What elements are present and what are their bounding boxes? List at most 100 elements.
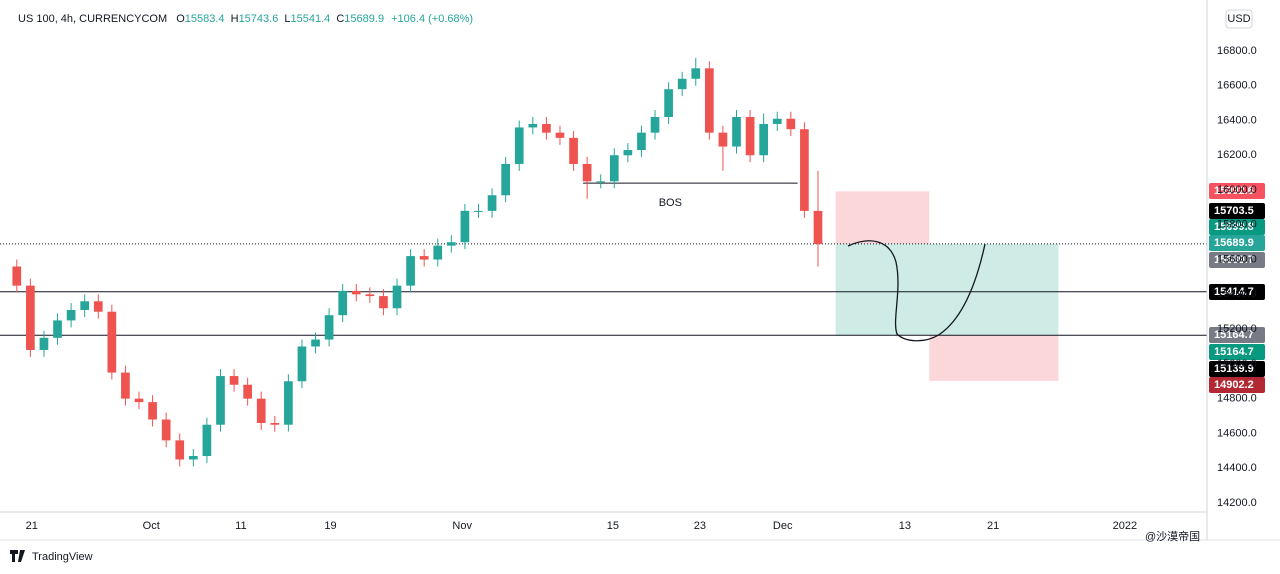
price-label: 15164.7 bbox=[1214, 346, 1254, 358]
candle-body bbox=[528, 123, 538, 128]
x-tick-label: 11 bbox=[235, 520, 246, 532]
candle-body bbox=[542, 123, 551, 133]
price-label-bg bbox=[1209, 327, 1265, 343]
candle-body bbox=[216, 376, 225, 425]
candle-body bbox=[243, 384, 252, 399]
x-tick-label: 19 bbox=[324, 520, 336, 532]
price-label: 15703.5 bbox=[1214, 205, 1254, 217]
ohlc-value: 15583.4 bbox=[185, 13, 225, 25]
x-tick-label: Nov bbox=[452, 520, 472, 532]
price-label-bg bbox=[1209, 235, 1265, 251]
candle-body bbox=[745, 117, 755, 156]
brand: TradingView bbox=[32, 551, 93, 563]
candle-body bbox=[121, 372, 130, 399]
x-tick-label: 2022 bbox=[1113, 520, 1137, 532]
candle-body bbox=[311, 339, 320, 347]
candle-body bbox=[53, 320, 62, 338]
candle-body bbox=[338, 290, 348, 316]
price-label-bg bbox=[1209, 377, 1265, 393]
x-tick-label: Dec bbox=[773, 520, 793, 532]
candle-body bbox=[732, 117, 741, 147]
stop-zone bbox=[929, 335, 1059, 381]
candle-body bbox=[637, 132, 646, 151]
candle-body bbox=[623, 150, 633, 156]
candle-body bbox=[161, 419, 171, 441]
ohlc-value: 15689.9 bbox=[344, 13, 384, 25]
candle-body bbox=[772, 118, 782, 124]
target-zone bbox=[929, 243, 1059, 336]
currency[interactable]: USD bbox=[1227, 13, 1250, 25]
candle-body bbox=[569, 137, 578, 164]
price-label-bg bbox=[1209, 252, 1265, 268]
target-zone bbox=[835, 243, 930, 336]
candle-body bbox=[433, 245, 443, 260]
candle-body bbox=[609, 155, 619, 182]
candle-body bbox=[691, 68, 701, 79]
watermark: @沙漠帝国 bbox=[1145, 529, 1200, 543]
x-tick-label: 21 bbox=[26, 520, 38, 532]
ohlc-label: O bbox=[176, 13, 185, 25]
candle-body bbox=[487, 195, 497, 211]
candle-body bbox=[718, 132, 728, 147]
currency-button[interactable] bbox=[1225, 9, 1253, 29]
price-label: 15699.8 bbox=[1214, 221, 1254, 233]
candle-body bbox=[379, 296, 388, 309]
candle-body bbox=[786, 118, 796, 130]
candle-body bbox=[664, 89, 673, 118]
candle-body bbox=[759, 123, 769, 156]
candle-body bbox=[175, 440, 185, 460]
candle-body bbox=[26, 285, 35, 350]
ohlc-value: 15743.6 bbox=[239, 13, 279, 25]
candle-body bbox=[297, 346, 307, 382]
candle-body bbox=[93, 301, 103, 312]
ohlc-label: C bbox=[336, 13, 344, 25]
candle-body bbox=[813, 210, 823, 244]
y-tick-label: 15600.0 bbox=[1217, 253, 1257, 265]
price-label-bg bbox=[1209, 203, 1265, 219]
y-tick-label: 16400.0 bbox=[1217, 114, 1257, 126]
brand-logo bbox=[10, 550, 25, 562]
y-tick-label: 14200.0 bbox=[1217, 497, 1257, 509]
candle-body bbox=[514, 127, 524, 164]
ohlc-value: 15541.4 bbox=[291, 13, 331, 25]
price-label-bg bbox=[1209, 284, 1265, 300]
y-tick-label: 16800.0 bbox=[1217, 45, 1257, 57]
candle-body bbox=[134, 398, 144, 403]
y-tick-label: 15800.0 bbox=[1217, 219, 1257, 231]
candle-body bbox=[256, 398, 266, 423]
drawing-curve bbox=[847, 240, 986, 342]
y-tick-label: 16000.0 bbox=[1217, 184, 1257, 196]
plot-area: BOS bbox=[0, 57, 1207, 467]
y-tick-label: 15000.0 bbox=[1217, 358, 1257, 370]
candle-body bbox=[229, 376, 239, 385]
candle-body bbox=[351, 290, 361, 295]
candle-body bbox=[80, 301, 90, 310]
candle-body bbox=[677, 78, 687, 90]
candle-body bbox=[39, 337, 49, 350]
candle-body bbox=[324, 315, 334, 340]
legend-header: US 100, 4h, CURRENCYCOM O15583.4 H15743.… bbox=[18, 13, 473, 25]
x-tick-label: 21 bbox=[987, 520, 999, 532]
y-tick-label: 16600.0 bbox=[1217, 80, 1257, 92]
candle-body bbox=[284, 381, 293, 425]
x-tick-label: 15 bbox=[607, 520, 619, 532]
candle-body bbox=[460, 210, 470, 243]
y-tick-label: 14600.0 bbox=[1217, 427, 1257, 439]
candle-body bbox=[392, 285, 402, 309]
candle-body bbox=[474, 210, 483, 212]
stop-zone bbox=[835, 191, 930, 244]
x-tick-label: 13 bbox=[899, 520, 911, 532]
y-tick-label: 15400.0 bbox=[1217, 288, 1257, 300]
candle-body bbox=[148, 402, 157, 420]
candle-body bbox=[555, 132, 565, 138]
candle-body bbox=[406, 256, 415, 286]
price-label: 15689.9 bbox=[1214, 237, 1254, 249]
candle-body bbox=[270, 422, 280, 425]
y-tick-label: 15200.0 bbox=[1217, 323, 1257, 335]
candle-body bbox=[419, 256, 429, 260]
price-labels: 15992.6 15703.5 15699.8 15689.9 15689.7 15414… bbox=[1209, 183, 1265, 393]
candle-body bbox=[66, 309, 76, 321]
candle-body bbox=[107, 311, 117, 373]
candle-body bbox=[446, 242, 456, 246]
